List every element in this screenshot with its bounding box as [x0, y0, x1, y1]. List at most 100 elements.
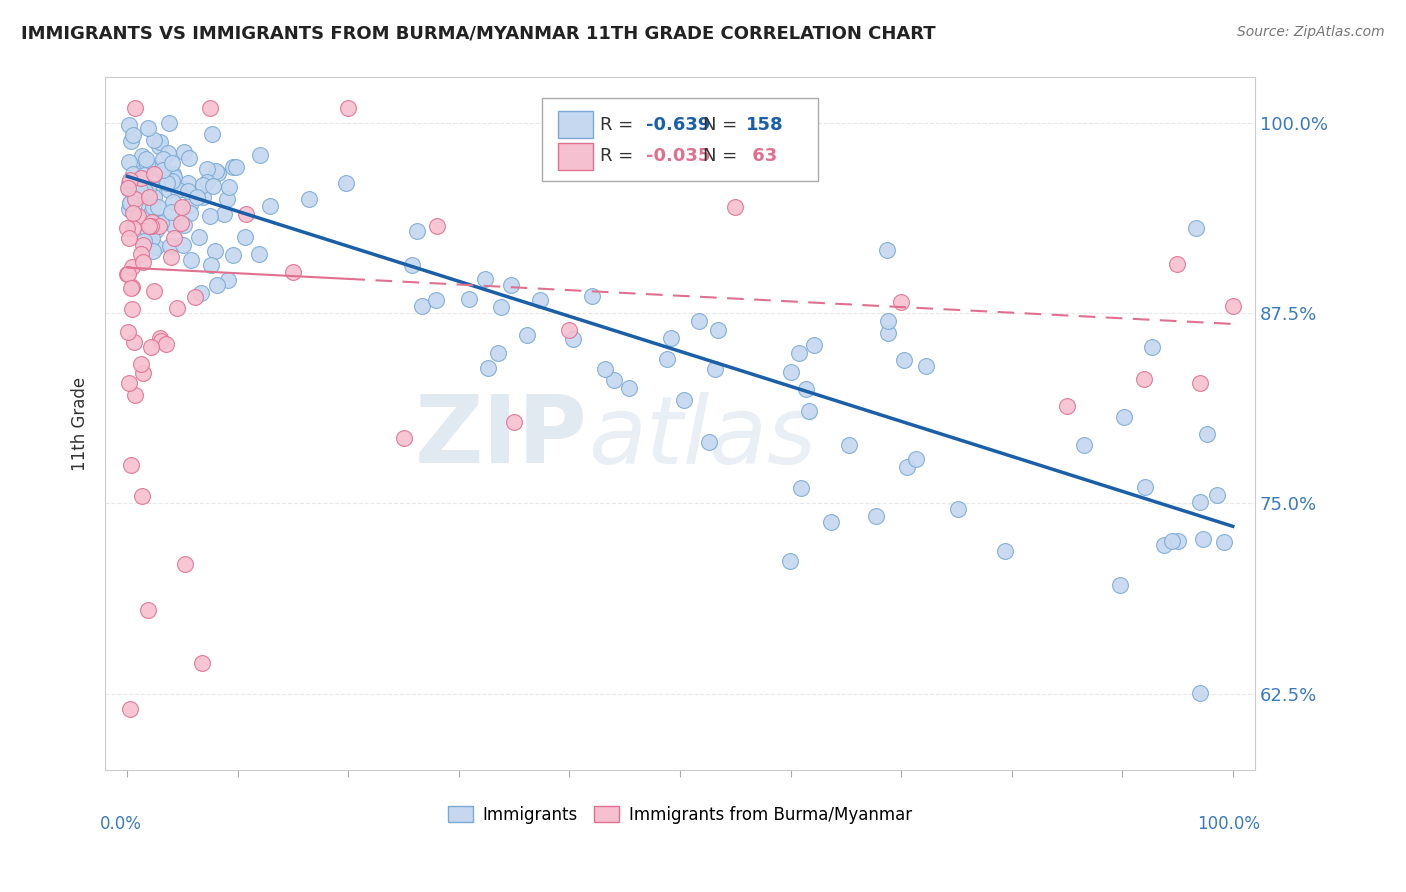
Point — [122, 206, 145, 220]
Point — [797, 403, 820, 417]
Point — [205, 164, 228, 178]
Point — [195, 161, 218, 176]
Point — [193, 190, 215, 204]
Point — [187, 230, 209, 244]
Point — [136, 157, 159, 171]
Point — [170, 200, 193, 214]
Point — [132, 238, 155, 252]
Text: -0.639: -0.639 — [645, 116, 710, 134]
Point — [118, 702, 141, 716]
Y-axis label: 11th Grade: 11th Grade — [72, 376, 89, 471]
Point — [661, 331, 683, 345]
Point — [148, 219, 170, 234]
Point — [838, 438, 860, 452]
Point — [149, 330, 172, 344]
Point — [131, 184, 153, 198]
Point — [337, 101, 360, 115]
Point — [994, 544, 1017, 558]
Text: 100.0%: 100.0% — [1198, 814, 1261, 833]
Point — [138, 181, 160, 195]
Point — [118, 118, 141, 132]
Point — [672, 393, 695, 408]
Point — [160, 174, 183, 188]
Point — [562, 332, 585, 346]
Point — [179, 198, 201, 212]
Point — [138, 190, 160, 204]
Point — [1166, 257, 1188, 271]
Point — [489, 300, 512, 314]
Point — [212, 207, 235, 221]
Point — [405, 223, 427, 237]
Point — [724, 201, 747, 215]
Point — [146, 200, 169, 214]
Point — [235, 230, 257, 244]
Point — [138, 219, 160, 233]
Point — [1189, 686, 1212, 700]
Point — [156, 176, 179, 190]
Point — [222, 160, 245, 174]
Point — [235, 207, 257, 221]
Point — [155, 336, 177, 351]
Point — [1160, 534, 1182, 549]
Point — [118, 172, 141, 186]
Point — [145, 240, 167, 254]
Text: 0.0%: 0.0% — [100, 814, 142, 833]
Point — [217, 273, 239, 287]
Point — [1133, 480, 1156, 494]
Point — [177, 184, 200, 198]
Point — [122, 220, 145, 235]
Point — [141, 219, 163, 234]
Point — [558, 323, 581, 337]
Point — [120, 280, 142, 294]
Point — [160, 204, 183, 219]
Point — [132, 169, 155, 183]
Point — [222, 248, 245, 262]
Point — [787, 346, 810, 360]
Point — [779, 554, 801, 568]
Point — [170, 216, 193, 230]
Point — [124, 188, 146, 202]
Point — [516, 328, 538, 343]
Point — [121, 128, 143, 142]
Point — [142, 133, 165, 147]
Point — [135, 152, 157, 166]
Point — [118, 231, 141, 245]
Point — [474, 272, 496, 286]
Point — [148, 139, 170, 153]
Point — [218, 179, 240, 194]
Point — [603, 374, 626, 388]
Point — [1188, 495, 1211, 509]
Point — [118, 182, 141, 196]
Point — [132, 366, 155, 380]
Text: IMMIGRANTS VS IMMIGRANTS FROM BURMA/MYANMAR 11TH GRADE CORRELATION CHART: IMMIGRANTS VS IMMIGRANTS FROM BURMA/MYAN… — [21, 25, 936, 43]
Point — [129, 170, 152, 185]
Point — [124, 188, 146, 202]
Point — [392, 431, 415, 445]
Text: R =: R = — [599, 147, 638, 165]
Point — [155, 171, 177, 186]
Point — [1188, 376, 1211, 391]
Point — [149, 334, 172, 348]
Point — [141, 340, 163, 354]
Legend: Immigrants, Immigrants from Burma/Myanmar: Immigrants, Immigrants from Burma/Myanma… — [441, 799, 920, 830]
Point — [173, 182, 195, 196]
FancyBboxPatch shape — [543, 98, 818, 181]
Point — [503, 415, 526, 429]
Point — [163, 231, 186, 245]
Point — [121, 279, 143, 293]
Point — [142, 167, 165, 181]
Point — [131, 489, 153, 503]
Point — [1112, 410, 1135, 425]
Point — [121, 167, 143, 181]
Point — [117, 181, 139, 195]
Point — [890, 294, 912, 309]
Point — [1073, 438, 1095, 452]
Point — [179, 206, 201, 220]
Text: 158: 158 — [745, 116, 783, 134]
Point — [1133, 372, 1156, 386]
Point — [215, 192, 238, 206]
Point — [201, 127, 224, 141]
Point — [876, 326, 898, 340]
Point — [499, 277, 522, 292]
Point — [141, 206, 163, 220]
